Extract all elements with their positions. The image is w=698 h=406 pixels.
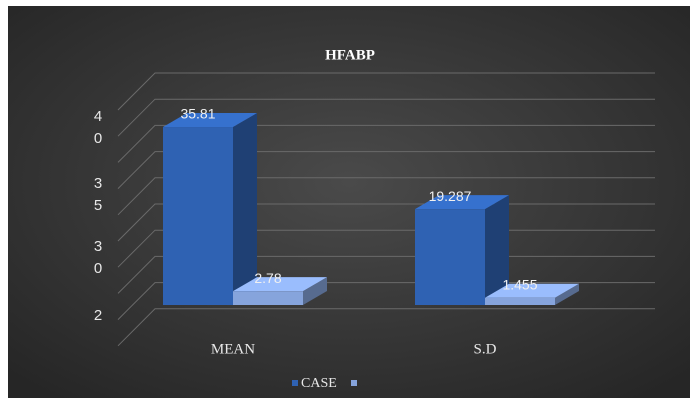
x-tick-label: S.D bbox=[474, 341, 497, 357]
y-axis-labels: 4 0 3 5 3 0 2 bbox=[94, 108, 102, 324]
legend: CASE bbox=[292, 376, 357, 391]
bar-side bbox=[485, 195, 509, 305]
grid bbox=[117, 72, 655, 347]
x-tick-label: MEAN bbox=[211, 341, 255, 357]
bar bbox=[233, 277, 327, 305]
bar-top bbox=[233, 277, 327, 292]
grid-line bbox=[117, 98, 655, 137]
data-label: 1.455 bbox=[502, 276, 537, 292]
bar bbox=[485, 283, 579, 305]
bar-top bbox=[163, 113, 257, 128]
grid-line bbox=[117, 177, 655, 216]
y-axis-label: 2 bbox=[94, 307, 102, 324]
legend-swatch bbox=[351, 380, 357, 386]
bar-top bbox=[485, 283, 579, 298]
bar-side bbox=[303, 277, 327, 305]
bar bbox=[415, 195, 509, 305]
bar bbox=[163, 113, 257, 306]
grid-line bbox=[117, 124, 655, 163]
plot-background bbox=[8, 6, 690, 398]
data-label: 19.287 bbox=[429, 188, 472, 204]
bar-side bbox=[233, 113, 257, 306]
legend-label: CASE bbox=[301, 376, 337, 391]
grid-line bbox=[117, 151, 655, 189]
legend-swatch bbox=[292, 380, 298, 386]
grid-line bbox=[117, 72, 655, 111]
data-label: 2.78 bbox=[254, 270, 281, 286]
grid-line bbox=[117, 308, 655, 347]
bar-front bbox=[233, 291, 303, 305]
bars: MEAN 35.81 2.78 S.D 19.287 1.455 bbox=[163, 106, 579, 357]
bar-front bbox=[485, 297, 555, 305]
bar-top bbox=[415, 195, 509, 210]
bar-side bbox=[555, 283, 579, 305]
data-label: 35.81 bbox=[180, 106, 215, 122]
bar-front bbox=[415, 209, 485, 305]
bar-front bbox=[163, 127, 233, 306]
chart-title: HFABP bbox=[325, 47, 375, 63]
